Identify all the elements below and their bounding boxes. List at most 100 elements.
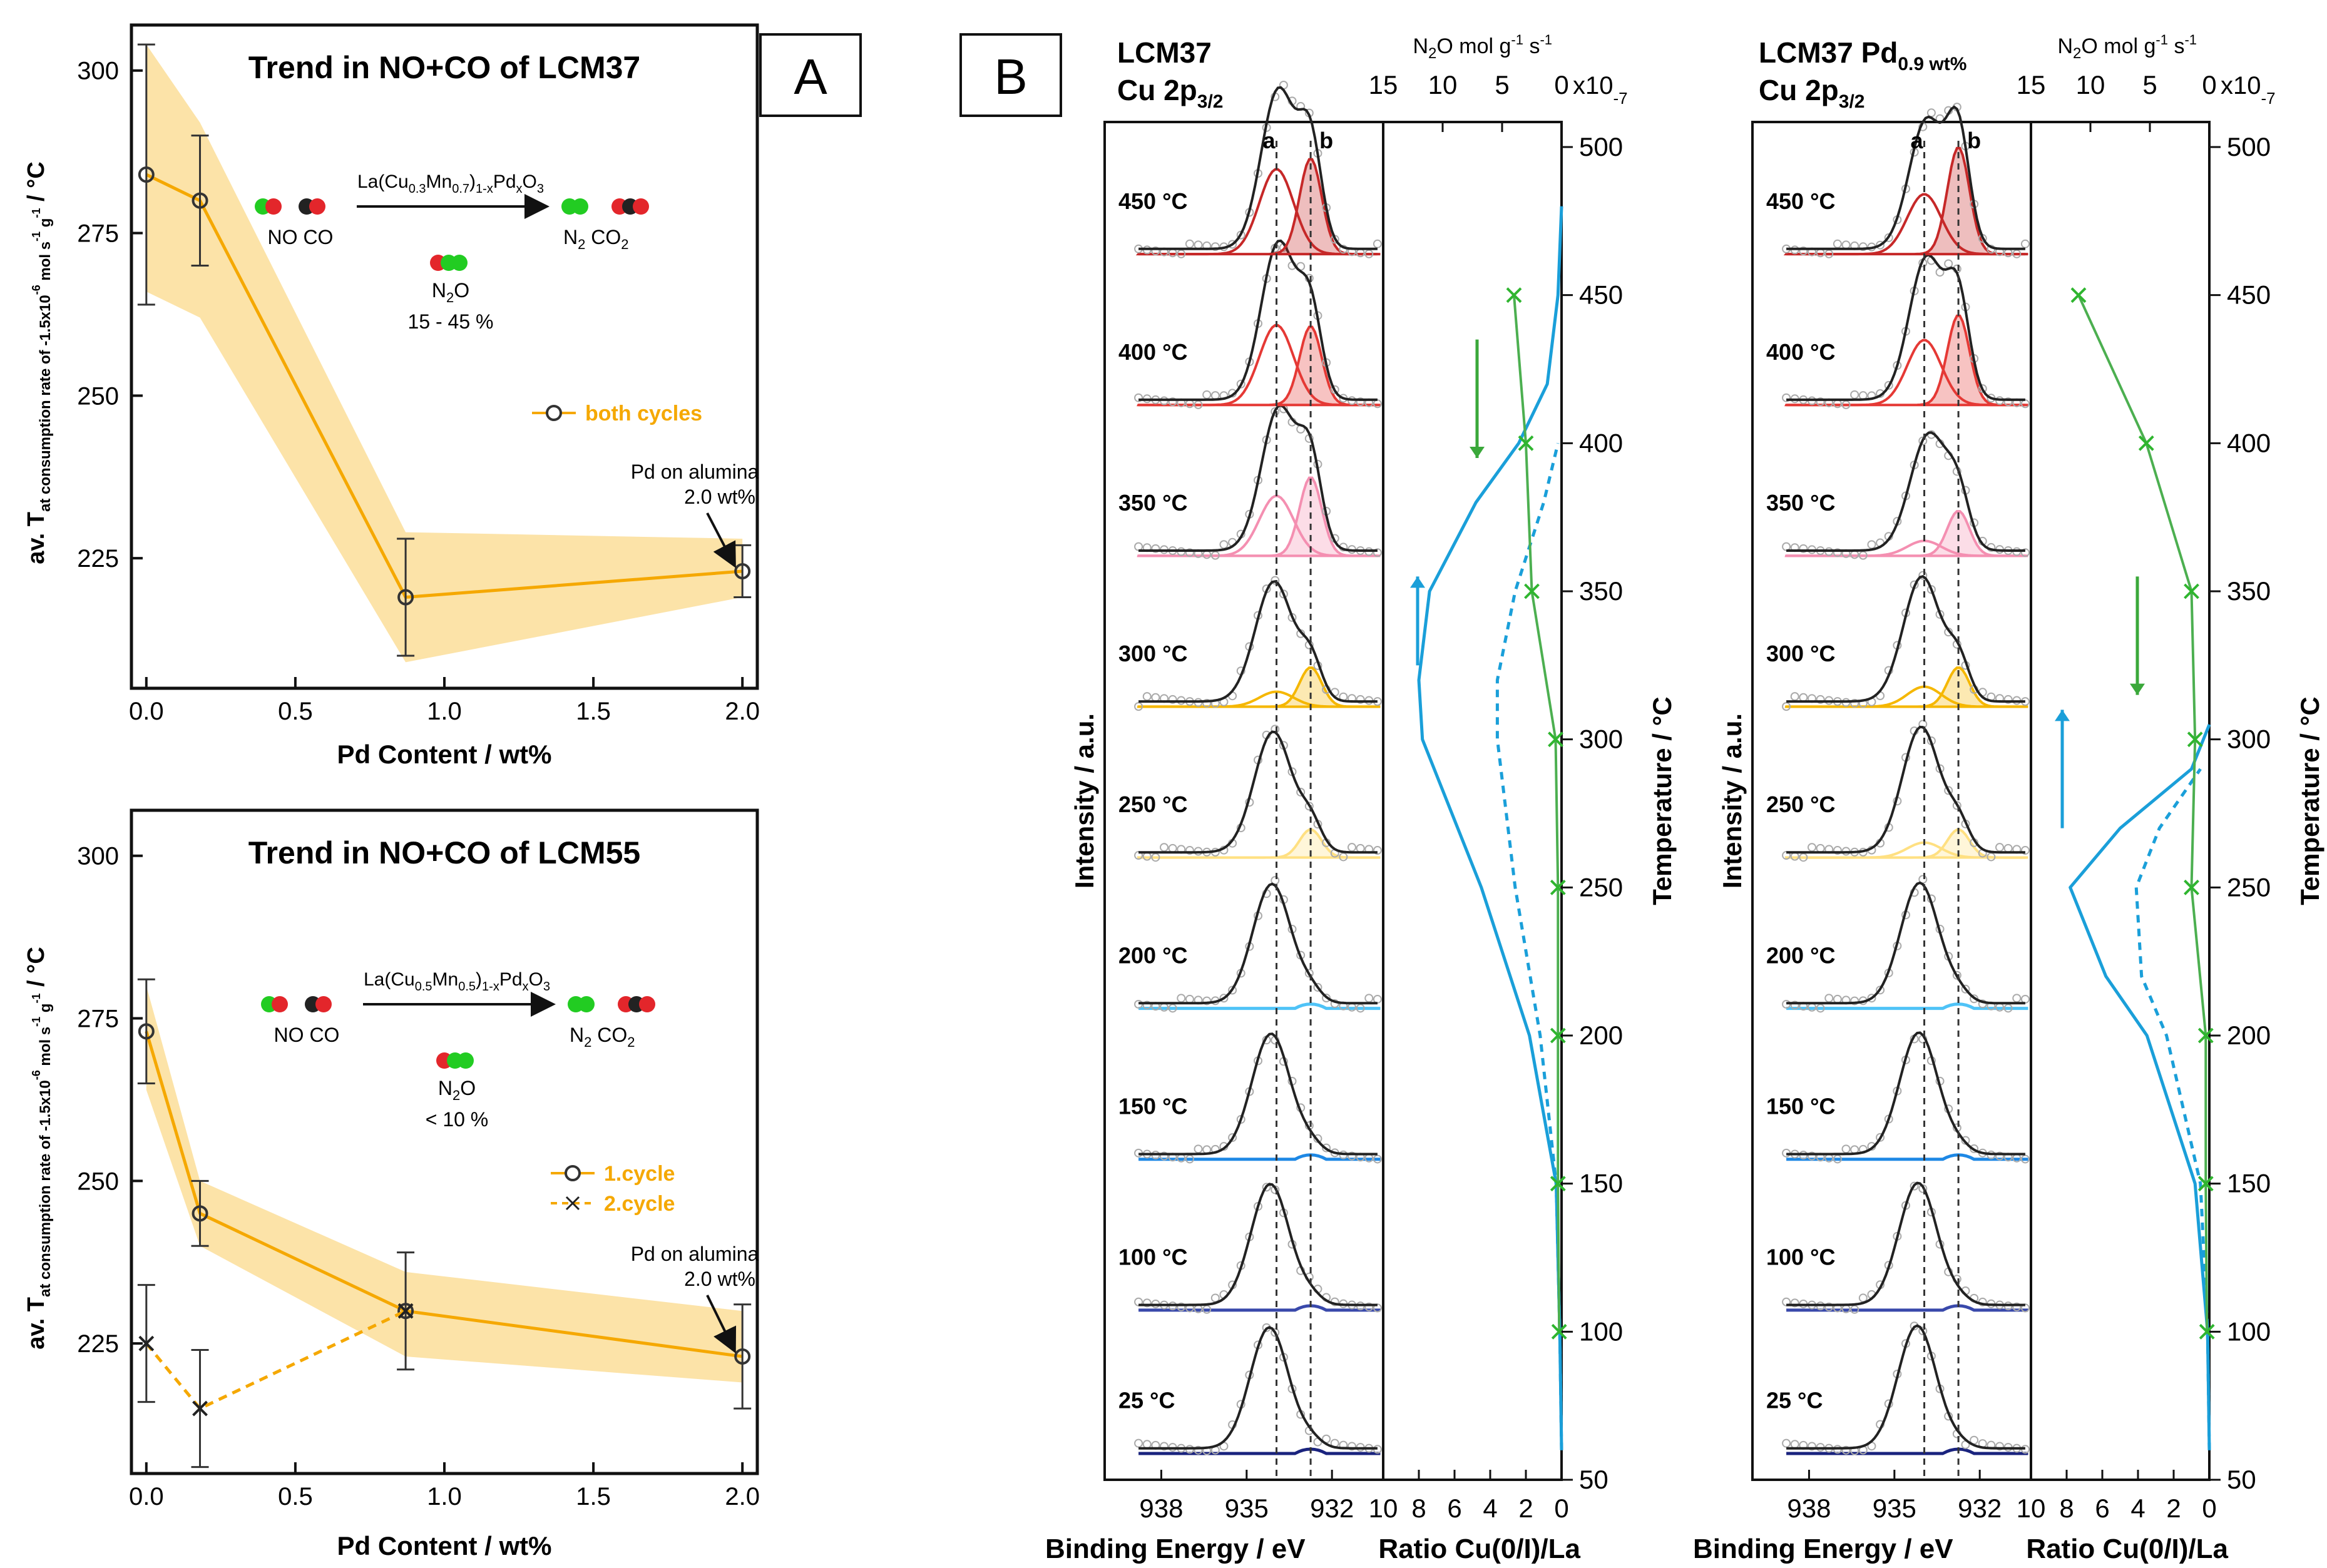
lcm55-trend-ticks: 0.0 0.5 1.0 1.5 2.0 225 250 275 300 (77, 843, 760, 1510)
xps-data-point (1330, 385, 1339, 394)
data-point (192, 192, 208, 209)
lcm55-trend-series (137, 978, 752, 1469)
n2o-point (1550, 1027, 1566, 1044)
xps-envelope (1786, 1324, 2025, 1450)
xps-data-point (1876, 985, 1885, 995)
spectrum-temp-label: 350 °C (1766, 490, 1835, 516)
legend-circle (546, 405, 562, 421)
xps-data-point (1799, 246, 1808, 255)
legend-label: 1.cycle (604, 1162, 675, 1186)
temp-tick-label: 400 (1579, 428, 1623, 457)
panel-label-a-box (759, 33, 862, 117)
xps-x-tick-label: 938 (1787, 1494, 1831, 1523)
xps-data-point (1296, 787, 1306, 797)
xps-data-point (1185, 1154, 1194, 1164)
xps-data-point (1210, 551, 1220, 560)
xps-data-point (1168, 695, 1177, 704)
lcm37-xps-subtitle: Cu 2p3/2 (1117, 74, 1224, 112)
lcm37-xps-title: LCM37 (1117, 36, 1212, 69)
xps-data-point (1134, 542, 1143, 551)
temp-tick-label: 250 (2227, 872, 2271, 902)
xps-data-point (1356, 695, 1365, 704)
temp-tick-label: 150 (1579, 1169, 1623, 1198)
component-a (1786, 539, 2025, 557)
xps-data-point (1867, 540, 1876, 549)
n2o-curve (2077, 294, 2209, 1332)
xps-envelope (1786, 431, 2025, 552)
xps-data-point (2020, 1154, 2030, 1164)
molecule-co (315, 996, 332, 1012)
xps-data-point (1304, 969, 1314, 978)
xps-data-point (1219, 994, 1229, 1003)
xps-envelope (1138, 882, 1378, 1005)
xps-envelope (1138, 86, 1378, 250)
xps-data-point (2020, 399, 2030, 409)
lcm37-trend-xlabel: Pd Content / wt% (337, 740, 552, 769)
molecule-co (309, 198, 325, 215)
temp-tick-label: 400 (2227, 428, 2271, 457)
xps-envelope (1138, 239, 1378, 401)
xps-data-point (1808, 1442, 1816, 1451)
xps-x-label: Binding Energy / eV (1045, 1534, 1306, 1564)
xps-x-tick-label: 938 (1139, 1494, 1183, 1523)
panel-label-b: B (994, 49, 1027, 104)
temp-tick-label: 200 (1579, 1021, 1623, 1050)
y-tick-label: 250 (77, 382, 119, 410)
component-a (1786, 685, 2025, 708)
xps-data-point (1134, 1297, 1143, 1306)
lcm37-trend-title: Trend in NO+CO of LCM37 (248, 50, 640, 85)
lcm37pd-n2o-axis-label: N2O mol g-1 s-1 (2057, 32, 2197, 62)
xps-data-point (1177, 994, 1186, 1003)
xps-data-point (1884, 233, 1893, 242)
lcm37-xps-plot: 25 °C 100 °C 150 °C 200 °C 250 °C 300 °C 350 °… (1045, 70, 1677, 1564)
lcm37pd-xps-subtitle: Cu 2p3/2 (1759, 74, 1865, 112)
scheme-products: N2 CO2 (563, 226, 629, 252)
temp-tick-label: 350 (2227, 576, 2271, 606)
spectrum-temp-label: 250 °C (1118, 792, 1187, 817)
scheme-formula: La(Cu0.5Mn0.5)1-xPdxO3 (364, 969, 550, 994)
temp-tick-label: 450 (1579, 280, 1623, 310)
xps-data-point (2012, 994, 2022, 1003)
xps-data-point (1279, 589, 1288, 599)
lcm37-xps-panel: LCM37 Cu 2p3/2 N2O mol g-1 s-1 25 °C 100 … (1045, 32, 1677, 1564)
xps-data-point (1884, 380, 1893, 390)
annotation-arrow (706, 1295, 737, 1354)
scheme-reactants: NO CO (268, 226, 334, 248)
component-b (1786, 1002, 2028, 1011)
cooling-arrow-head (2130, 683, 2145, 695)
n2o-point (1506, 287, 1522, 303)
peak-b-label: b (1319, 128, 1333, 153)
spectrum-temp-label: 300 °C (1766, 641, 1835, 666)
series-line (145, 1031, 743, 1358)
scheme-byproduct: N2O (432, 279, 469, 305)
xps-data-point (1322, 1143, 1331, 1153)
xps-data-point (1185, 846, 1194, 855)
lcm37-n2o-axis-label: N2O mol g-1 s-1 (1413, 32, 1552, 62)
ratio-x-tick-label: 0 (2202, 1494, 2216, 1523)
xps-data-point (1313, 982, 1322, 992)
xps-envelope (1786, 1181, 2025, 1306)
confidence-band (146, 44, 743, 663)
y-tick-label: 225 (77, 1330, 119, 1358)
ratio-x-label: Ratio Cu(0/I)/La (2026, 1534, 2228, 1564)
xps-envelope (1786, 1031, 2025, 1156)
xps-data-point (1808, 1151, 1816, 1161)
xps-data-point (1782, 542, 1791, 551)
legend-label: 2.cycle (604, 1192, 675, 1216)
n2o-point (1548, 731, 1563, 748)
xps-data-point (1918, 571, 1928, 580)
annotation-line1: Pd on alumina (631, 1243, 759, 1265)
xps-data-point (1918, 436, 1928, 445)
xps-envelope (1786, 725, 2025, 854)
cooling-arrow-head (1470, 447, 1485, 458)
ratio-x-tick-label: 4 (2130, 1494, 2145, 1523)
xps-data-point (1151, 246, 1160, 255)
peak-a-label: a (1263, 128, 1276, 153)
xps-y-label: Intensity / a.u. (1070, 713, 1099, 888)
xps-data-point (1841, 1144, 1851, 1154)
n2o-x-tick-label: 0 (1554, 70, 1568, 99)
xps-data-point (1134, 393, 1143, 402)
xps-data-point (1970, 1144, 1979, 1153)
xps-data-point (1271, 1328, 1280, 1337)
